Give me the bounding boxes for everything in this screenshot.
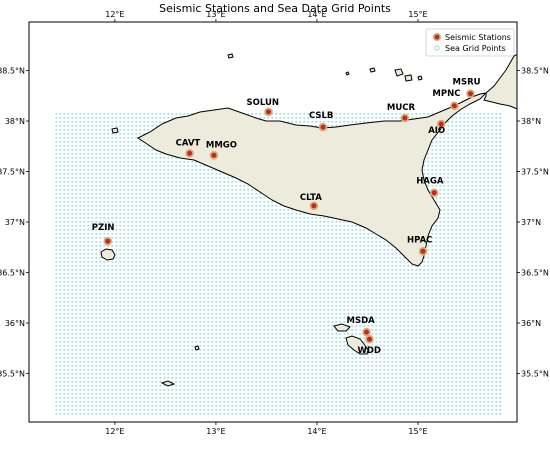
lat-tick-left-38: 38°N <box>5 117 25 126</box>
station-marker-solun[interactable] <box>264 107 273 117</box>
lat-tick-left-38.5: 38.5°N <box>0 66 25 75</box>
lon-tick-bottom-12: 12°E <box>105 427 124 436</box>
lon-tick-top-14: 14°E <box>307 10 326 19</box>
station-marker-wdd[interactable] <box>365 334 374 344</box>
station-label-mmgo: MMGO <box>206 140 237 150</box>
station-marker-msda[interactable] <box>362 327 371 337</box>
lon-tick-top-15: 15°E <box>408 10 427 19</box>
lon-tick-bottom-14: 14°E <box>307 427 326 436</box>
lat-tick-right-37.5: 37.5°N <box>521 167 549 176</box>
station-label-msru: MSRU <box>453 78 481 88</box>
sicily-landmass <box>137 92 488 267</box>
station-label-wdd: WDD <box>358 346 382 356</box>
lat-tick-left-35.5: 35.5°N <box>0 370 25 379</box>
station-marker-aio[interactable] <box>436 119 446 129</box>
legend-label-grid: Sea Grid Points <box>445 44 506 53</box>
aeolian-island-4 <box>345 71 350 76</box>
linosa-island <box>194 345 200 351</box>
station-label-cslb: CSLB <box>309 111 333 121</box>
lat-tick-right-37: 37°N <box>521 218 541 227</box>
legend-label-stations: Seismic Stations <box>445 33 511 42</box>
lon-tick-bottom-15: 15°E <box>408 427 427 436</box>
lon-tick-top-12: 12°E <box>105 10 124 19</box>
station-marker-haga[interactable] <box>429 188 439 198</box>
coastline-layer <box>100 53 517 387</box>
ustica-island <box>227 53 234 59</box>
lat-tick-right-38: 38°N <box>521 117 541 126</box>
gozo-island <box>333 323 351 332</box>
station-label-cavt: CAVT <box>176 138 201 148</box>
egadi-island <box>111 127 119 134</box>
lat-tick-right-36.5: 36.5°N <box>521 269 549 278</box>
map-title: Seismic Stations and Sea Data Grid Point… <box>159 2 391 15</box>
station-label-pzin: PZIN <box>92 223 115 233</box>
aeolian-island-5 <box>417 75 423 81</box>
lon-tick-top-13: 13°E <box>206 10 225 19</box>
station-label-solun: SOLUN <box>247 98 279 108</box>
lat-tick-left-37.5: 37.5°N <box>0 167 25 176</box>
lat-tick-left-37: 37°N <box>5 218 25 227</box>
axis-ticks: 12°E 12°E 13°E 13°E 14°E 14°E 15°E 15°E 38.5°N 38… <box>0 10 549 436</box>
lat-tick-left-36.5: 36.5°N <box>0 269 25 278</box>
calabria-landmass <box>483 53 517 110</box>
lampedusa-island <box>160 380 176 387</box>
legend-box <box>425 28 515 57</box>
aeolian-island-1 <box>369 67 376 73</box>
station-marker-cavt[interactable] <box>185 149 194 158</box>
lat-tick-right-36: 36°N <box>521 319 541 328</box>
legend-grid-marker <box>434 45 440 51</box>
lon-tick-bottom-13: 13°E <box>206 427 225 436</box>
station-marker-cslb[interactable] <box>318 122 328 132</box>
station-marker-msru[interactable] <box>466 89 475 98</box>
station-marker-hpac[interactable] <box>418 247 428 256</box>
station-label-clta: CLTA <box>300 193 322 203</box>
legend: Seismic Stations Sea Grid Points <box>425 28 515 57</box>
station-marker-pzin[interactable] <box>103 236 113 246</box>
lat-tick-right-35.5: 35.5°N <box>521 370 549 379</box>
station-label-msda: MSDA <box>347 316 376 326</box>
pantelleria-island <box>100 248 116 261</box>
station-marker-clta[interactable] <box>309 201 319 211</box>
malta-island <box>345 335 369 355</box>
station-label-aio: AIO <box>428 126 445 136</box>
station-marker-mpnc[interactable] <box>450 101 459 111</box>
station-marker-mucr[interactable] <box>400 113 410 123</box>
legend-station-marker <box>432 32 441 41</box>
station-label-mpnc: MPNC <box>432 89 460 99</box>
lat-tick-right-38.5: 38.5°N <box>521 66 549 75</box>
lat-tick-left-36: 36°N <box>5 319 25 328</box>
aeolian-island-3 <box>404 74 413 82</box>
aeolian-island-2 <box>394 68 404 77</box>
station-label-haga: HAGA <box>416 177 444 187</box>
station-label-mucr: MUCR <box>387 103 416 113</box>
station-marker-mmgo[interactable] <box>209 151 219 160</box>
station-label-hpac: HPAC <box>407 235 432 245</box>
